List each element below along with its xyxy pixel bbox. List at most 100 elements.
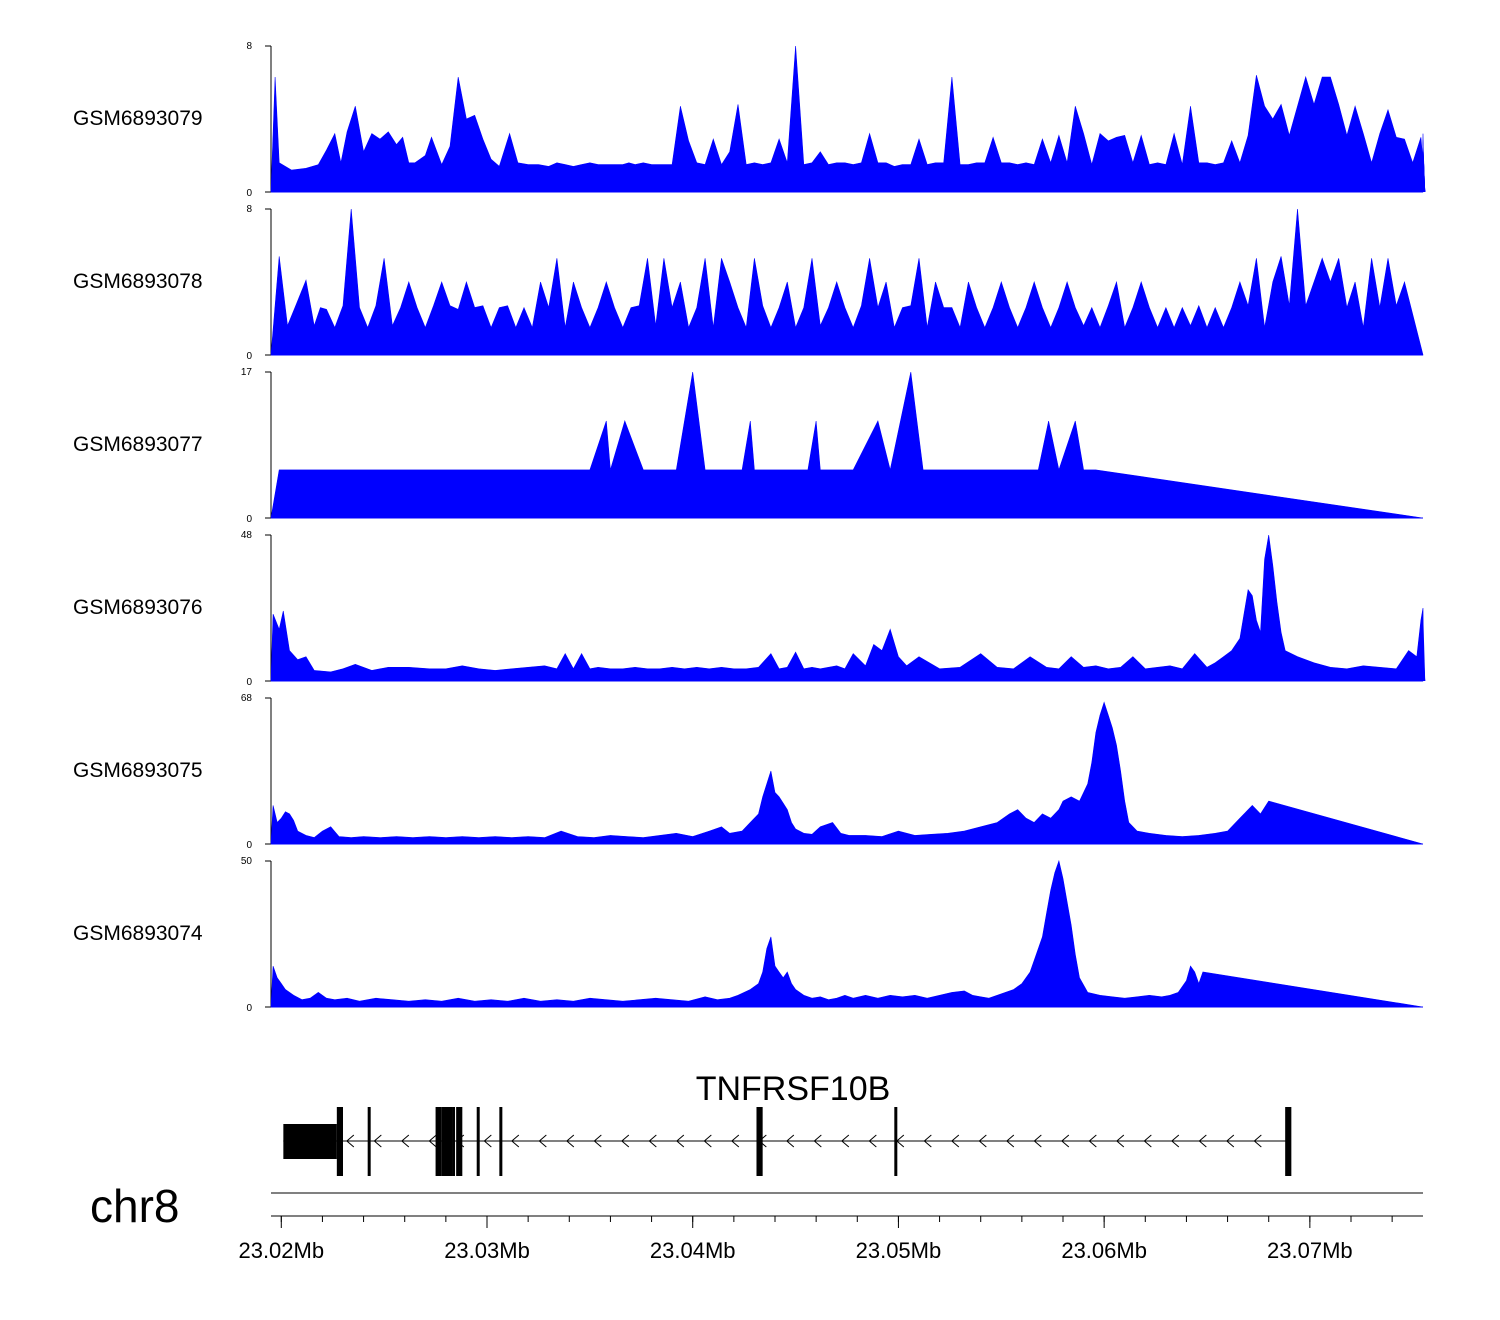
coverage-peak [1048, 818, 1053, 844]
coverage-peak [595, 307, 601, 355]
coverage-peak [916, 656, 922, 681]
coverage-peak [1192, 972, 1197, 1007]
coverage-peak [768, 162, 774, 192]
coverage-peak [1262, 327, 1267, 355]
coverage-peak [587, 327, 593, 355]
coverage-peak [1073, 106, 1078, 192]
coverage-peak [1328, 667, 1333, 681]
coverage-peak [818, 325, 823, 355]
coverage-peak [752, 162, 757, 192]
coverage-peak [1056, 307, 1062, 355]
coverage-peak [1110, 728, 1115, 844]
strand-arrow [1143, 1134, 1152, 1148]
coverage-peak [538, 1001, 543, 1007]
coverage-peak [460, 665, 465, 681]
coverage-peak [945, 833, 950, 844]
coverage-peak [509, 837, 514, 844]
coverage-peak [563, 164, 568, 192]
coverage-peak [344, 998, 350, 1007]
coverage-peak [764, 783, 769, 844]
coverage-peak [1414, 656, 1419, 681]
coverage-peak [797, 469, 802, 518]
coverage-peak [1237, 162, 1243, 192]
coverage-peak [1344, 668, 1350, 681]
coverage-peak [1056, 469, 1062, 518]
coverage-peak [1163, 164, 1169, 192]
coverage-peak [476, 668, 481, 681]
coverage-peak [826, 164, 831, 192]
coverage-peak [1134, 831, 1140, 844]
coverage-peak [727, 998, 732, 1007]
coverage-peak [509, 469, 514, 518]
coverage-peak [842, 162, 848, 192]
coverage-peak [1258, 813, 1263, 844]
coverage-peak [1254, 75, 1259, 192]
coverage-peak [1060, 878, 1066, 1007]
coverage-peak [299, 999, 305, 1007]
coverage-peak [1328, 282, 1333, 355]
coverage-peak [690, 372, 695, 518]
coverage-peak [1130, 307, 1136, 355]
coverage-peak [1011, 989, 1016, 1007]
coverage-peak [1027, 972, 1033, 1007]
coverage-peak [612, 164, 617, 192]
coverage-peak [785, 809, 790, 844]
strand-arrow [621, 1134, 630, 1148]
coverage-peak [1106, 305, 1111, 355]
coverage-peak [1344, 135, 1350, 192]
coverage-peak [776, 139, 782, 192]
coverage-peak [846, 835, 852, 844]
coverage-peak [1122, 135, 1127, 192]
coverage-peak [324, 150, 329, 192]
coverage-peak [1081, 325, 1086, 355]
coverage-peak [686, 1001, 691, 1007]
coverage-peak [1221, 327, 1226, 355]
coverage-peak [982, 469, 987, 518]
gene-exon [476, 1107, 480, 1176]
coverage-peak [760, 305, 765, 355]
coverage-peak [608, 668, 613, 681]
coverage-peak [834, 998, 839, 1007]
coverage-peak [892, 327, 897, 355]
coverage-peak [536, 164, 541, 192]
coverage-peak [962, 831, 967, 844]
coverage-peak [1167, 995, 1173, 1007]
coverage-peak [309, 469, 315, 518]
coverage-peak [995, 995, 1000, 1007]
coverage-peak [497, 307, 502, 355]
coverage-peak [439, 164, 444, 192]
coverage-peak [678, 106, 683, 192]
coverage-peak [649, 164, 654, 192]
coverage-peak [423, 155, 428, 192]
coverage-peak [591, 837, 597, 844]
coverage-peak [888, 995, 893, 1007]
coverage-peak [1377, 307, 1382, 355]
coverage-peak [332, 133, 337, 192]
coverage-peak [863, 835, 868, 844]
coverage-peak [447, 146, 453, 192]
coverage-peak [1204, 162, 1210, 192]
coverage-peak [1287, 305, 1292, 355]
coverage-peak [332, 999, 337, 1007]
coverage-peak [772, 966, 778, 1007]
coverage-peak [291, 469, 296, 518]
coverage-peak [412, 162, 418, 192]
coverage-peak [914, 421, 920, 518]
coverage-peak [641, 837, 646, 844]
coverage-peak [1147, 164, 1152, 192]
coverage-peak [1106, 715, 1111, 844]
coverage-peak [957, 469, 963, 518]
coverage-peak [328, 469, 333, 518]
coverage-peak [1003, 992, 1008, 1007]
coverage-peak [719, 826, 724, 844]
x-tick-label: 23.06Mb [1061, 1238, 1147, 1263]
coverage-peak [488, 469, 494, 518]
coverage-peak [1196, 835, 1201, 844]
coverage-peak [1171, 133, 1177, 192]
coverage-peak [571, 1001, 576, 1007]
coverage-peak [1180, 164, 1185, 192]
coverage-peak [530, 327, 535, 355]
coverage-peak [1126, 822, 1131, 844]
coverage-peak [1221, 656, 1226, 681]
coverage-peak [353, 664, 358, 681]
